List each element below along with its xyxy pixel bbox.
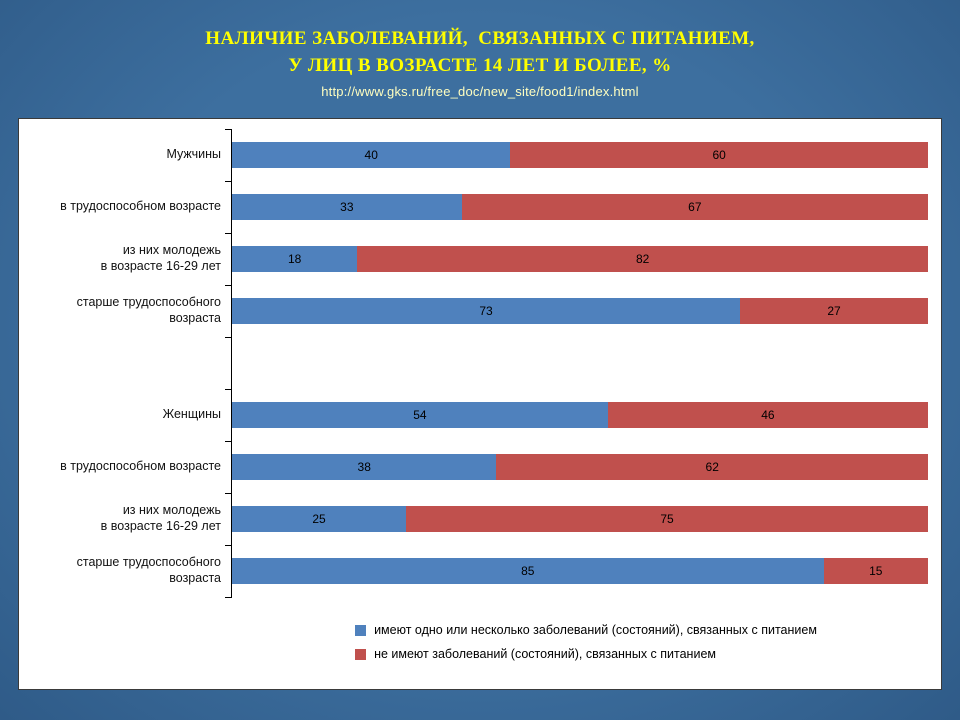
- value-label: 15: [869, 564, 883, 578]
- legend-swatch-red: [355, 648, 367, 660]
- bar-area: 18 82: [225, 233, 928, 286]
- legend-label-red: не имеют заболеваний (состояний), связан…: [374, 647, 716, 661]
- stacked-bar: 85 15: [232, 558, 928, 584]
- bar-segment-blue: 54: [232, 402, 608, 428]
- category-label: старше трудоспособного возраста: [76, 295, 221, 325]
- category-label: [19, 337, 231, 389]
- bar-segment-red: 62: [496, 454, 928, 480]
- bar-segment-blue: 85: [232, 558, 824, 584]
- bar-rows: Мужчины 40 60 в трудоспособном возрасте 33 67…: [19, 119, 941, 598]
- bar-segment-blue: 25: [232, 506, 406, 532]
- category-label: в трудоспособном возрасте: [60, 459, 221, 474]
- bar-area: 40 60: [225, 129, 928, 182]
- value-label: 67: [688, 200, 702, 214]
- bar-area: [225, 337, 928, 390]
- bar-area: 38 62: [225, 441, 928, 494]
- bar-segment-blue: 40: [232, 142, 511, 168]
- legend-item-red: не имеют заболеваний (состояний), связан…: [355, 647, 817, 661]
- stacked-bar: 38 62: [232, 454, 928, 480]
- bar-area: 73 27: [225, 285, 928, 338]
- bar-segment-blue: 33: [232, 194, 462, 220]
- stacked-bar: 73 27: [232, 298, 928, 324]
- value-label: 73: [479, 304, 493, 318]
- source-url: http://www.gks.ru/free_doc/new_site/food…: [321, 84, 639, 100]
- chart-row: старше трудоспособного возраста 85 15: [19, 545, 941, 598]
- bar-segment-blue: 73: [232, 298, 741, 324]
- stacked-bar: 40 60: [232, 142, 928, 168]
- bar-area: 33 67: [225, 181, 928, 234]
- value-label: 46: [761, 408, 775, 422]
- value-label: 82: [635, 252, 650, 266]
- value-label: 85: [521, 564, 535, 578]
- category-label: Мужчины: [166, 147, 221, 162]
- category-label: в трудоспособном возрасте: [60, 199, 221, 214]
- value-label: 75: [660, 512, 674, 526]
- bar-area: 85 15: [225, 545, 928, 598]
- legend-swatch-blue: [355, 624, 367, 636]
- legend-inner: имеют одно или несколько заболеваний (со…: [355, 623, 817, 661]
- value-label: 33: [340, 200, 354, 214]
- value-label: 27: [827, 304, 841, 318]
- slide-header: НАЛИЧИЕ ЗАБОЛЕВАНИЙ, СВЯЗАННЫХ С ПИТАНИЕ…: [0, 0, 960, 99]
- bar-area: 54 46: [225, 389, 928, 442]
- bar-segment-red: 27: [740, 298, 928, 324]
- category-label: Женщины: [162, 407, 221, 422]
- category-label: старше трудоспособного возраста: [76, 555, 221, 585]
- chart-title-line-1: НАЛИЧИЕ ЗАБОЛЕВАНИЙ, СВЯЗАННЫХ С ПИТАНИЕ…: [205, 28, 755, 49]
- stacked-bar: 18 82: [232, 246, 928, 272]
- category-label: из них молодежь в возрасте 16-29 лет: [100, 503, 221, 533]
- category-label: из них молодежь в возрасте 16-29 лет: [100, 243, 221, 273]
- stacked-bar: 25 75: [232, 506, 928, 532]
- chart-row: в трудоспособном возрасте 33 67: [19, 181, 941, 234]
- chart-row-spacer: [19, 337, 941, 390]
- bar-segment-red: 60: [510, 142, 928, 168]
- chart-row: Мужчины 40 60: [19, 129, 941, 182]
- value-label: 38: [357, 460, 371, 474]
- bar-area: 25 75: [225, 493, 928, 546]
- bar-segment-red: 15: [823, 558, 928, 584]
- bar-segment-red: 82: [357, 246, 928, 272]
- legend-item-blue: имеют одно или несколько заболеваний (со…: [355, 623, 817, 637]
- chart-row: Женщины 54 46: [19, 389, 941, 442]
- stacked-bar: 33 67: [232, 194, 928, 220]
- bar-segment-blue: 18: [232, 246, 358, 272]
- chart-title-line-2: У ЛИЦ В ВОЗРАСТЕ 14 ЛЕТ И БОЛЕЕ, %: [288, 54, 672, 76]
- chart-row: из них молодежь в возрасте 16-29 лет 18 82: [19, 233, 941, 286]
- bar-segment-red: 46: [607, 402, 928, 428]
- legend-label-blue: имеют одно или несколько заболеваний (со…: [374, 623, 817, 637]
- value-label: 54: [413, 408, 427, 422]
- value-label: 25: [312, 512, 326, 526]
- bar-segment-red: 75: [406, 506, 928, 532]
- value-label: 60: [712, 148, 726, 162]
- stacked-bar: 54 46: [232, 402, 928, 428]
- chart-row: старше трудоспособного возраста 73 27: [19, 285, 941, 338]
- value-label: 62: [705, 460, 719, 474]
- value-label: 18: [287, 252, 302, 266]
- chart-row: из них молодежь в возрасте 16-29 лет 25 75: [19, 493, 941, 546]
- value-label: 40: [364, 148, 378, 162]
- chart-row: в трудоспособном возрасте 38 62: [19, 441, 941, 494]
- bar-segment-red: 67: [461, 194, 928, 220]
- chart-legend: имеют одно или несколько заболеваний (со…: [231, 623, 941, 661]
- chart-panel: Мужчины 40 60 в трудоспособном возрасте 33 67…: [18, 118, 942, 690]
- bar-segment-blue: 38: [232, 454, 497, 480]
